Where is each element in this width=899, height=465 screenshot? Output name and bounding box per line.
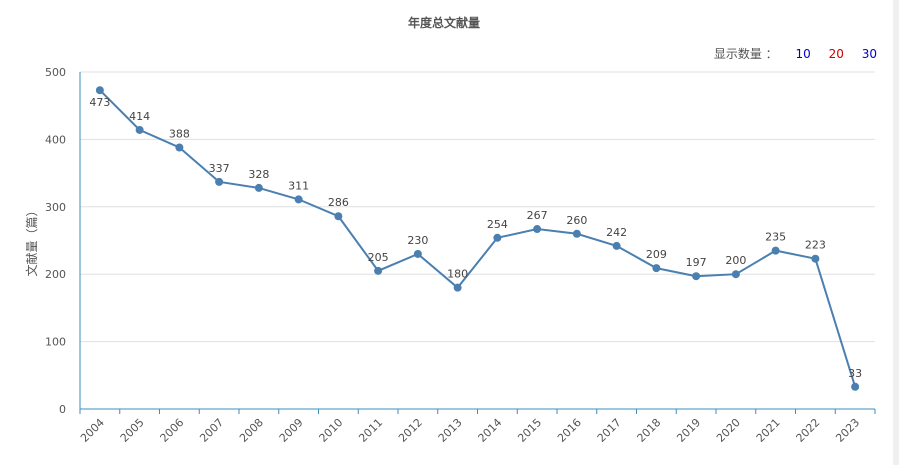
x-tick-label: 2016 [555, 416, 584, 445]
data-point [731, 270, 740, 279]
data-label: 33 [848, 367, 862, 380]
data-point [652, 264, 661, 273]
data-point [413, 249, 422, 258]
x-tick-label: 2012 [396, 416, 425, 445]
y-tick-label: 400 [45, 133, 66, 146]
data-label: 286 [328, 196, 349, 209]
data-label: 242 [606, 226, 627, 239]
show-count-option-10[interactable]: 10 [795, 47, 811, 61]
data-label: 260 [566, 214, 587, 227]
y-tick-label: 100 [45, 336, 66, 349]
x-tick-label: 2021 [754, 416, 783, 445]
data-label: 235 [765, 231, 786, 244]
x-tick-label: 2018 [635, 416, 664, 445]
x-tick-label: 2020 [714, 416, 743, 445]
y-tick-label: 0 [59, 403, 66, 416]
show-count-label: 显示数量 ： [713, 47, 778, 61]
data-point [95, 86, 104, 95]
data-point [612, 241, 621, 250]
data-label: 254 [487, 218, 508, 231]
y-tick-label: 200 [45, 268, 66, 281]
data-point [175, 143, 184, 152]
y-axis-title: 文献量（篇） [24, 204, 39, 276]
data-point [811, 254, 820, 263]
scrollbar[interactable] [893, 0, 899, 465]
y-tick-label: 500 [45, 66, 66, 79]
show-count-option-30[interactable]: 30 [861, 47, 877, 61]
data-point [771, 246, 780, 255]
data-label: 180 [447, 268, 468, 281]
data-label: 230 [407, 234, 428, 247]
y-tick-label: 300 [45, 201, 66, 214]
x-tick-label: 2013 [436, 416, 465, 445]
x-tick-label: 2005 [118, 416, 147, 445]
data-point [572, 229, 581, 238]
x-tick-label: 2008 [237, 416, 266, 445]
show-count-selector: 显示数量 ： 10 20 30 [714, 45, 877, 62]
data-point [851, 382, 860, 391]
x-tick-label: 2022 [794, 416, 823, 445]
data-label: 328 [248, 168, 269, 181]
x-tick-label: 2006 [158, 416, 187, 445]
data-point [254, 183, 263, 192]
data-point [334, 212, 343, 221]
data-label: 209 [646, 248, 667, 261]
show-count-option-20[interactable]: 20 [828, 47, 844, 61]
data-label: 311 [288, 179, 309, 192]
data-point [692, 272, 701, 281]
x-tick-label: 2004 [78, 416, 107, 445]
data-label: 473 [89, 96, 110, 109]
data-point [294, 195, 303, 204]
x-tick-label: 2014 [476, 416, 505, 445]
x-tick-label: 2023 [833, 416, 862, 445]
series-line [99, 89, 857, 388]
x-tick-label: 2009 [277, 416, 306, 445]
data-label: 414 [129, 110, 150, 123]
data-point [533, 225, 542, 234]
data-point [493, 233, 502, 242]
x-tick-label: 2019 [674, 416, 703, 445]
data-label: 388 [169, 127, 190, 140]
data-point [135, 125, 144, 134]
x-tick-label: 2007 [197, 416, 226, 445]
x-tick-label: 2015 [515, 416, 544, 445]
data-point [453, 283, 462, 292]
data-label: 337 [209, 162, 230, 175]
x-tick-label: 2011 [356, 416, 385, 445]
data-label: 197 [686, 256, 707, 269]
chart-title: 年度总文献量 [407, 16, 480, 30]
data-point [374, 266, 383, 275]
data-point [215, 177, 224, 186]
data-label: 205 [368, 251, 389, 264]
x-tick-label: 2010 [317, 416, 346, 445]
data-label: 200 [725, 254, 746, 267]
data-label: 267 [527, 209, 548, 222]
data-label: 223 [805, 239, 826, 252]
x-tick-label: 2017 [595, 416, 624, 445]
